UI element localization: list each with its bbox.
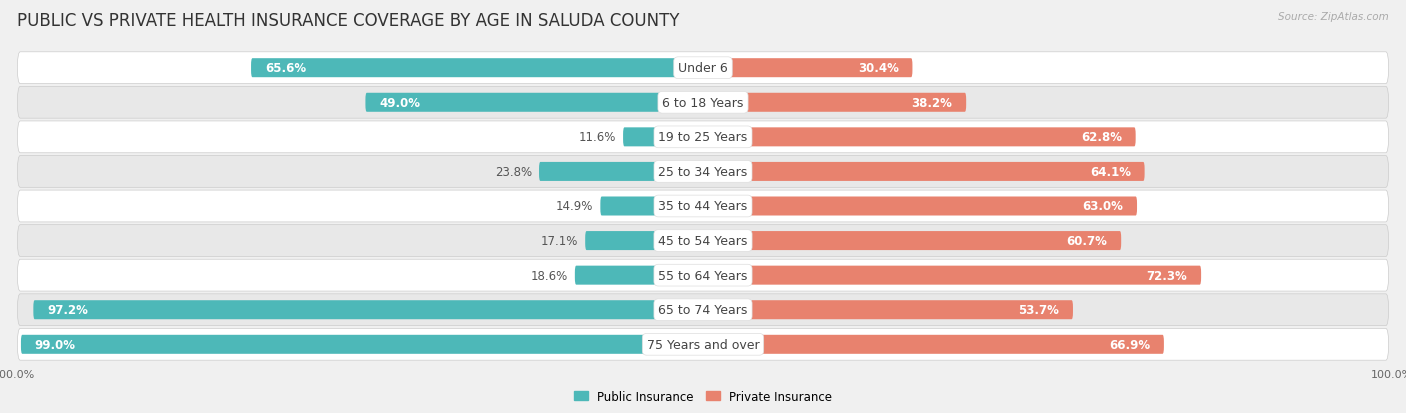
Text: 63.0%: 63.0% (1083, 200, 1123, 213)
Text: 66.9%: 66.9% (1109, 338, 1150, 351)
Text: 97.2%: 97.2% (48, 304, 89, 316)
FancyBboxPatch shape (600, 197, 703, 216)
FancyBboxPatch shape (17, 225, 1389, 257)
Text: 75 Years and over: 75 Years and over (647, 338, 759, 351)
Text: 35 to 44 Years: 35 to 44 Years (658, 200, 748, 213)
Text: 64.1%: 64.1% (1090, 166, 1130, 178)
Text: 53.7%: 53.7% (1018, 304, 1059, 316)
FancyBboxPatch shape (703, 93, 966, 112)
Text: 18.6%: 18.6% (530, 269, 568, 282)
Text: 99.0%: 99.0% (35, 338, 76, 351)
Text: 45 to 54 Years: 45 to 54 Years (658, 235, 748, 247)
Text: PUBLIC VS PRIVATE HEALTH INSURANCE COVERAGE BY AGE IN SALUDA COUNTY: PUBLIC VS PRIVATE HEALTH INSURANCE COVER… (17, 12, 679, 30)
Legend: Public Insurance, Private Insurance: Public Insurance, Private Insurance (569, 385, 837, 408)
FancyBboxPatch shape (703, 232, 1121, 250)
FancyBboxPatch shape (21, 335, 703, 354)
Text: 6 to 18 Years: 6 to 18 Years (662, 97, 744, 109)
Text: 60.7%: 60.7% (1067, 235, 1108, 247)
Text: Source: ZipAtlas.com: Source: ZipAtlas.com (1278, 12, 1389, 22)
FancyBboxPatch shape (623, 128, 703, 147)
Text: 72.3%: 72.3% (1146, 269, 1187, 282)
Text: 19 to 25 Years: 19 to 25 Years (658, 131, 748, 144)
FancyBboxPatch shape (17, 294, 1389, 326)
FancyBboxPatch shape (703, 301, 1073, 320)
FancyBboxPatch shape (703, 266, 1201, 285)
Text: 65 to 74 Years: 65 to 74 Years (658, 304, 748, 316)
FancyBboxPatch shape (34, 301, 703, 320)
Text: 30.4%: 30.4% (858, 62, 898, 75)
FancyBboxPatch shape (252, 59, 703, 78)
FancyBboxPatch shape (17, 122, 1389, 153)
Text: Under 6: Under 6 (678, 62, 728, 75)
FancyBboxPatch shape (366, 93, 703, 112)
FancyBboxPatch shape (703, 59, 912, 78)
Text: 17.1%: 17.1% (541, 235, 578, 247)
Text: 14.9%: 14.9% (557, 200, 593, 213)
FancyBboxPatch shape (538, 163, 703, 181)
Text: 49.0%: 49.0% (380, 97, 420, 109)
FancyBboxPatch shape (17, 156, 1389, 188)
Text: 38.2%: 38.2% (911, 97, 952, 109)
FancyBboxPatch shape (703, 163, 1144, 181)
FancyBboxPatch shape (703, 128, 1136, 147)
FancyBboxPatch shape (703, 335, 1164, 354)
FancyBboxPatch shape (575, 266, 703, 285)
FancyBboxPatch shape (585, 232, 703, 250)
FancyBboxPatch shape (703, 197, 1137, 216)
FancyBboxPatch shape (17, 260, 1389, 291)
Text: 25 to 34 Years: 25 to 34 Years (658, 166, 748, 178)
Text: 55 to 64 Years: 55 to 64 Years (658, 269, 748, 282)
FancyBboxPatch shape (17, 87, 1389, 119)
Text: 23.8%: 23.8% (495, 166, 531, 178)
FancyBboxPatch shape (17, 191, 1389, 222)
Text: 11.6%: 11.6% (579, 131, 616, 144)
Text: 62.8%: 62.8% (1081, 131, 1122, 144)
FancyBboxPatch shape (17, 53, 1389, 84)
Text: 65.6%: 65.6% (264, 62, 307, 75)
FancyBboxPatch shape (17, 329, 1389, 360)
